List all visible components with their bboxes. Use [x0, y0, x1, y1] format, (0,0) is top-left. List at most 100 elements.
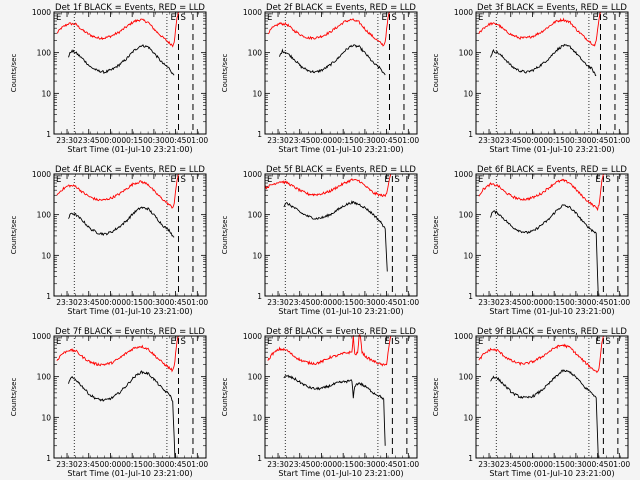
- x-axis-label: Start Time (01-Jul-10 23:21:00): [278, 307, 403, 316]
- chart-panel: Det 9f BLACK = Events, RED = LLD Counts/s…: [432, 327, 630, 478]
- event-marker-e: E: [384, 175, 389, 185]
- lld-series-line: [478, 173, 604, 212]
- x-tick-label: 00:00: [100, 136, 122, 145]
- y-tick-label: 1000: [454, 170, 473, 179]
- y-tick-label: 1: [468, 454, 473, 463]
- y-axis-label: Counts/sec: [221, 54, 229, 93]
- x-tick-label: 00:30: [565, 298, 587, 307]
- y-tick-label: 10: [463, 251, 473, 260]
- y-tick-label: 100: [248, 49, 263, 58]
- x-axis-label: Start Time (01-Jul-10 23:21:00): [489, 307, 614, 316]
- event-marker-s: S: [394, 337, 399, 347]
- x-tick-label: 01:00: [609, 460, 631, 469]
- y-axis-label: Counts/sec: [432, 54, 440, 93]
- x-tick-label: 00:15: [332, 298, 354, 307]
- y-tick-label: 1000: [243, 332, 262, 341]
- x-tick-label: 00:30: [143, 460, 165, 469]
- plot-frame: [264, 11, 418, 135]
- x-tick-label: 23:30: [478, 136, 500, 145]
- chart-panel: Det 8f BLACK = Events, RED = LLD Counts/s…: [221, 327, 419, 478]
- event-marker-s: S: [180, 13, 185, 23]
- x-tick-label: 00:15: [543, 460, 565, 469]
- event-marker-e: E: [478, 337, 483, 347]
- lld-series-line: [267, 334, 392, 367]
- events-series-line: [68, 206, 175, 238]
- events-series-line: [490, 204, 599, 297]
- x-tick-label: 23:45: [500, 136, 522, 145]
- event-marker-e: E: [170, 13, 175, 23]
- y-tick-label: 100: [459, 373, 474, 382]
- event-marker-s: S: [605, 337, 610, 347]
- x-axis-label: Start Time (01-Jul-10 23:21:00): [67, 145, 192, 154]
- x-axis-label: Start Time (01-Jul-10 23:21:00): [67, 307, 192, 316]
- x-tick-label: 00:00: [100, 298, 122, 307]
- y-axis-label: Counts/sec: [221, 216, 229, 255]
- x-tick-label: 23:30: [267, 136, 289, 145]
- y-tick-label: 10: [252, 413, 262, 422]
- y-tick-label: 1000: [243, 8, 262, 17]
- events-series-line: [490, 43, 597, 77]
- event-marker-s: S: [180, 337, 185, 347]
- y-tick-label: 1: [257, 454, 262, 463]
- x-tick-label: 00:00: [311, 298, 333, 307]
- chart-title: Det 2f BLACK = Events, RED = LLD: [266, 3, 416, 13]
- x-tick-label: 00:15: [543, 136, 565, 145]
- chart-title: Det 6f BLACK = Events, RED = LLD: [477, 165, 627, 175]
- x-tick-label: 23:45: [500, 298, 522, 307]
- x-tick-label: 23:45: [289, 136, 311, 145]
- chart-panel: Det 7f BLACK = Events, RED = LLD Counts/s…: [10, 327, 208, 478]
- y-axis-label: Counts/sec: [10, 216, 18, 255]
- x-tick-label: 23:45: [78, 460, 100, 469]
- event-marker-s: S: [180, 175, 185, 185]
- chart-panel: Det 4f BLACK = Events, RED = LLD Counts/s…: [10, 165, 208, 316]
- x-tick-label: 00:30: [565, 460, 587, 469]
- chart-panel: Det 2f BLACK = Events, RED = LLD Counts/s…: [221, 3, 419, 154]
- x-tick-label: 00:00: [311, 136, 333, 145]
- events-series-line: [68, 44, 175, 76]
- y-tick-label: 10: [41, 89, 51, 98]
- y-tick-label: 10: [41, 251, 51, 260]
- event-marker-s: S: [391, 13, 396, 23]
- y-tick-label: 1: [46, 130, 51, 139]
- lld-series-line: [267, 11, 390, 47]
- chart-title: Det 3f BLACK = Events, RED = LLD: [477, 3, 627, 13]
- events-series-line: [490, 369, 599, 459]
- chart-title: Det 5f BLACK = Events, RED = LLD: [266, 165, 416, 175]
- y-tick-label: 1: [257, 130, 262, 139]
- x-tick-label: 00:45: [587, 298, 609, 307]
- y-tick-label: 100: [37, 211, 52, 220]
- y-tick-label: 1000: [32, 170, 51, 179]
- event-marker-s: S: [605, 175, 610, 185]
- chart-title: Det 8f BLACK = Events, RED = LLD: [266, 327, 416, 337]
- chart-title: Det 4f BLACK = Events, RED = LLD: [55, 165, 205, 175]
- x-axis-label: Start Time (01-Jul-10 23:21:00): [67, 469, 192, 478]
- x-tick-label: 00:30: [565, 136, 587, 145]
- chart-panel: Det 3f BLACK = Events, RED = LLD Counts/s…: [432, 3, 630, 154]
- x-tick-label: 00:15: [543, 298, 565, 307]
- plot-frame: [264, 335, 418, 459]
- x-tick-label: 23:30: [56, 298, 78, 307]
- x-tick-label: 00:45: [376, 460, 398, 469]
- event-marker-e: E: [381, 13, 386, 23]
- x-tick-label: 00:00: [311, 460, 333, 469]
- lld-series-line: [56, 173, 179, 209]
- plot-frame: [475, 335, 629, 459]
- y-axis-label: Counts/sec: [221, 378, 229, 417]
- plot-frame: [475, 11, 629, 135]
- y-axis-label: Counts/sec: [432, 378, 440, 417]
- event-marker-e: E: [384, 337, 389, 347]
- x-axis-label: Start Time (01-Jul-10 23:21:00): [278, 469, 403, 478]
- lld-series-line: [478, 11, 601, 47]
- y-tick-label: 10: [463, 413, 473, 422]
- y-tick-label: 1000: [32, 8, 51, 17]
- x-tick-label: 23:45: [500, 460, 522, 469]
- x-tick-label: 00:15: [121, 136, 143, 145]
- y-tick-label: 1000: [243, 170, 262, 179]
- y-tick-label: 1000: [454, 8, 473, 17]
- x-tick-label: 01:00: [187, 460, 209, 469]
- event-marker-e: E: [56, 13, 61, 23]
- chart-title: Det 7f BLACK = Events, RED = LLD: [55, 327, 205, 337]
- event-marker-e: E: [595, 337, 600, 347]
- x-tick-label: 00:00: [522, 460, 544, 469]
- chart-title: Det 9f BLACK = Events, RED = LLD: [477, 327, 627, 337]
